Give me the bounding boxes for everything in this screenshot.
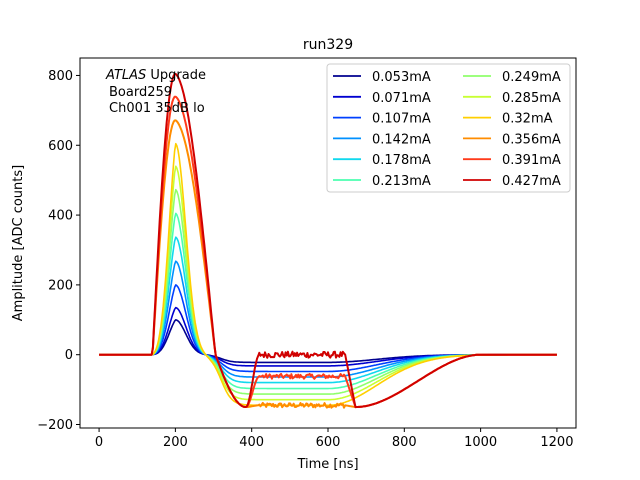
x-tick-label: 200 [163,435,188,450]
x-tick-label: 600 [316,435,341,450]
legend-label: 0.142mA [372,132,431,147]
y-tick-label: 0 [65,348,73,363]
legend-frame [326,63,571,193]
series-group [99,73,557,409]
series-line [99,73,557,409]
y-tick-label: −200 [37,418,73,433]
legend-label: 0.213mA [372,174,431,189]
x-axis-label: Time [ns] [296,457,358,472]
annotation-line-2: Board259 [109,85,172,100]
x-tick-label: 1000 [464,435,497,450]
x-axis: 0 200 400 600 800 1000 1200 [95,428,573,450]
legend-label: 0.285mA [502,91,561,106]
x-tick-label: 0 [95,435,103,450]
y-tick-label: 600 [48,139,73,154]
annotation-line-3: Ch001 35dB lo [109,101,205,116]
legend-label: 0.32mA [502,112,553,127]
series-line [99,319,557,364]
annotation-atlas: ATLAS [105,68,146,83]
y-tick-label: 400 [48,209,73,224]
y-axis-label: Amplitude [ADC counts] [11,165,26,321]
legend-label: 0.249mA [502,70,561,85]
y-tick-label: 800 [48,69,73,84]
x-tick-label: 800 [392,435,417,450]
legend-label: 0.427mA [502,174,561,189]
legend-label: 0.107mA [372,112,431,127]
legend-label: 0.071mA [372,91,431,106]
legend-label: 0.356mA [502,132,561,147]
y-tick-label: 200 [48,278,73,293]
chart-title: run329 [303,37,353,53]
annotation-line-1: ATLAS Upgrade [105,68,206,83]
annotation-upgrade: Upgrade [146,68,206,83]
legend-label: 0.053mA [372,70,431,85]
annotation: ATLAS Upgrade Board259 Ch001 35dB lo [105,68,206,116]
plot-area [79,57,577,429]
x-tick-label: 400 [239,435,264,450]
x-tick-label: 1200 [540,435,573,450]
legend-label: 0.178mA [372,153,431,168]
y-axis: −200 0 200 400 600 800 [37,69,80,433]
legend-label: 0.391mA [502,153,561,168]
legend: 0.053mA 0.071mA 0.107mA 0.142mA 0.178mA 0.213… [326,63,571,193]
